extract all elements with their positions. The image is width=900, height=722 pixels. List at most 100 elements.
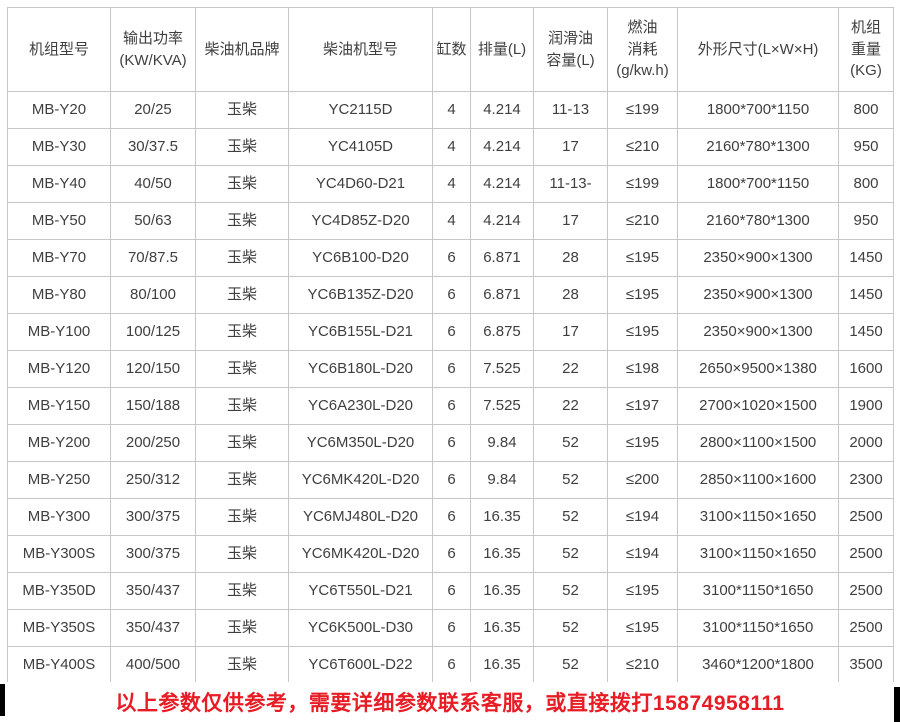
cell: 16.35 <box>470 646 534 684</box>
cell: 玉柴 <box>195 498 289 536</box>
cell: 4 <box>432 165 471 203</box>
cell: 玉柴 <box>195 609 289 647</box>
cell: 52 <box>533 609 608 647</box>
table-row: MB-Y30 30/37.5 玉柴 YC4105D 4 4.214 17 ≤210 2160*7… <box>7 128 894 166</box>
cell: 玉柴 <box>195 535 289 573</box>
cell: 1450 <box>838 239 894 277</box>
cell: 玉柴 <box>195 128 289 166</box>
cell: 玉柴 <box>195 572 289 610</box>
footer-notice-bar: 以上参数仅供参考，需要详细参数联系客服，或直接拨打15874958111 <box>0 682 900 722</box>
cell: ≤195 <box>607 572 678 610</box>
cell: 50/63 <box>110 202 196 240</box>
cell: 玉柴 <box>195 424 289 462</box>
cell: 4.214 <box>470 202 534 240</box>
cell: MB-Y80 <box>7 276 111 314</box>
cell: 玉柴 <box>195 387 289 425</box>
cell: MB-Y150 <box>7 387 111 425</box>
cell: MB-Y100 <box>7 313 111 351</box>
cell: 玉柴 <box>195 165 289 203</box>
cell: 2700×1020×1500 <box>677 387 839 425</box>
cell: 1450 <box>838 276 894 314</box>
cell: 16.35 <box>470 535 534 573</box>
cell: MB-Y350D <box>7 572 111 610</box>
cell: MB-Y400S <box>7 646 111 684</box>
cell: 2500 <box>838 498 894 536</box>
cell: 玉柴 <box>195 313 289 351</box>
cell: MB-Y20 <box>7 91 111 129</box>
cell: 6 <box>432 461 471 499</box>
cell: ≤195 <box>607 424 678 462</box>
cell: ≤199 <box>607 91 678 129</box>
column-header: 机组 重量 (KG) <box>838 7 894 92</box>
cell: YC6B100-D20 <box>288 239 433 277</box>
cell: 28 <box>533 239 608 277</box>
cell: ≤194 <box>607 498 678 536</box>
column-header: 机组型号 <box>7 7 111 92</box>
cell: 1800*700*1150 <box>677 91 839 129</box>
cell: 2160*780*1300 <box>677 202 839 240</box>
cell: 350/437 <box>110 572 196 610</box>
cell: ≤199 <box>607 165 678 203</box>
spec-table-header: 机组型号 输出功率 (KW/KVA) 柴油机品牌 柴油机型号 缸数 排量(L) 润滑油 容量… <box>7 7 894 92</box>
cell: 7.525 <box>470 350 534 388</box>
cell: 9.84 <box>470 424 534 462</box>
cell: 玉柴 <box>195 276 289 314</box>
table-row: MB-Y200 200/250 玉柴 YC6M350L-D20 6 9.84 52 ≤195 2… <box>7 424 894 462</box>
cell: MB-Y50 <box>7 202 111 240</box>
cell: MB-Y40 <box>7 165 111 203</box>
left-edge-artifact <box>0 684 5 716</box>
right-edge-artifact <box>894 687 900 722</box>
cell: 2350×900×1300 <box>677 313 839 351</box>
cell: 300/375 <box>110 498 196 536</box>
column-header: 缸数 <box>432 7 471 92</box>
cell: 2800×1100×1500 <box>677 424 839 462</box>
column-header: 燃油 消耗 (g/kw.h) <box>607 7 678 92</box>
cell: MB-Y300 <box>7 498 111 536</box>
cell: ≤195 <box>607 313 678 351</box>
table-row: MB-Y100 100/125 玉柴 YC6B155L-D21 6 6.875 17 ≤195… <box>7 313 894 351</box>
cell: 28 <box>533 276 608 314</box>
cell: MB-Y350S <box>7 609 111 647</box>
table-row: MB-Y350S 350/437 玉柴 YC6K500L-D30 6 16.35 52 ≤19… <box>7 609 894 647</box>
cell: YC6MK420L-D20 <box>288 461 433 499</box>
cell: 2500 <box>838 535 894 573</box>
cell: 2500 <box>838 572 894 610</box>
cell: 3500 <box>838 646 894 684</box>
cell: 1450 <box>838 313 894 351</box>
cell: 玉柴 <box>195 646 289 684</box>
cell: YC4105D <box>288 128 433 166</box>
cell: ≤210 <box>607 128 678 166</box>
cell: 6 <box>432 387 471 425</box>
cell: 9.84 <box>470 461 534 499</box>
cell: 4.214 <box>470 165 534 203</box>
cell: 52 <box>533 646 608 684</box>
cell: MB-Y70 <box>7 239 111 277</box>
cell: 52 <box>533 461 608 499</box>
cell: 4.214 <box>470 91 534 129</box>
cell: 6 <box>432 239 471 277</box>
cell: 120/150 <box>110 350 196 388</box>
cell: 6 <box>432 572 471 610</box>
column-header: 输出功率 (KW/KVA) <box>110 7 196 92</box>
cell: YC4D60-D21 <box>288 165 433 203</box>
cell: 52 <box>533 498 608 536</box>
cell: YC6MK420L-D20 <box>288 535 433 573</box>
cell: 2350×900×1300 <box>677 276 839 314</box>
cell: 玉柴 <box>195 350 289 388</box>
table-row: MB-Y70 70/87.5 玉柴 YC6B100-D20 6 6.871 28 ≤195 23… <box>7 239 894 277</box>
table-row: MB-Y400S 400/500 玉柴 YC6T600L-D22 6 16.35 52 ≤21… <box>7 646 894 684</box>
cell: 7.525 <box>470 387 534 425</box>
table-row: MB-Y50 50/63 玉柴 YC4D85Z-D20 4 4.214 17 ≤210 2160… <box>7 202 894 240</box>
footer-notice-text: 以上参数仅供参考，需要详细参数联系客服，或直接拨打15874958111 <box>115 692 785 715</box>
cell: 100/125 <box>110 313 196 351</box>
cell: 6.871 <box>470 276 534 314</box>
cell: 2650×9500×1380 <box>677 350 839 388</box>
cell: 玉柴 <box>195 202 289 240</box>
cell: ≤195 <box>607 239 678 277</box>
cell: ≤194 <box>607 535 678 573</box>
cell: 4 <box>432 128 471 166</box>
cell: 1600 <box>838 350 894 388</box>
cell: 1900 <box>838 387 894 425</box>
cell: ≤197 <box>607 387 678 425</box>
cell: MB-Y30 <box>7 128 111 166</box>
